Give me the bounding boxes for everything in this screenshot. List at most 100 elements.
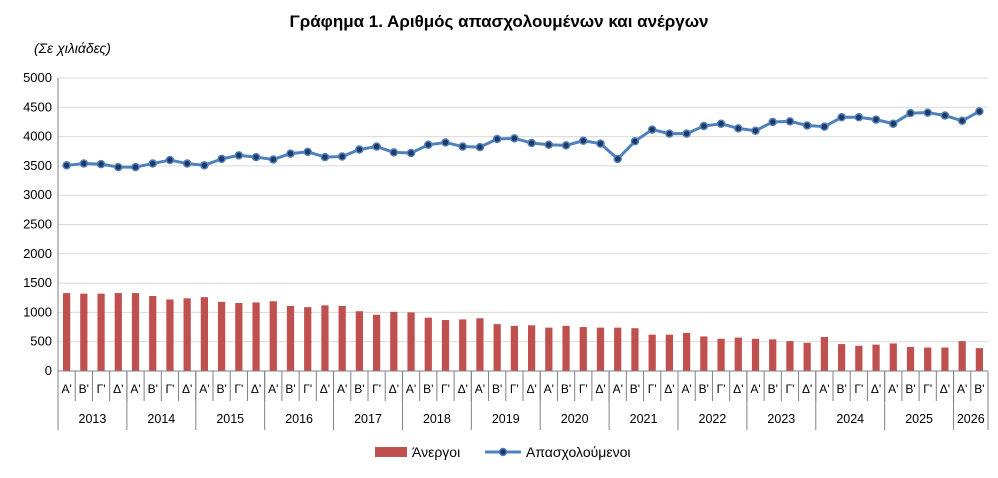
point-employed — [165, 155, 175, 165]
bar-unemployed — [631, 328, 639, 371]
quarter-tick-label: Α' — [199, 382, 209, 396]
point-employed — [596, 139, 605, 148]
point-employed — [889, 119, 898, 128]
year-tick-label: 2026 — [957, 412, 985, 426]
legend-swatch-employed-marker — [498, 447, 508, 457]
point-employed — [802, 121, 812, 130]
point-employed — [286, 149, 295, 158]
quarter-tick-label: Δ' — [182, 382, 192, 396]
point-employed — [854, 113, 864, 122]
point-employed — [751, 126, 760, 135]
bar-unemployed — [751, 338, 760, 371]
line-layer — [62, 107, 984, 172]
bar-unemployed — [786, 341, 794, 371]
bar-unemployed — [596, 327, 605, 371]
point-employed — [458, 142, 467, 151]
quarter-tick-label: Γ' — [510, 382, 519, 396]
axis-layer: 0 500 1000 1500 2000 2500 3000 3500 4000 4500 5000… — [23, 70, 989, 430]
quarter-tick-label: Γ' — [648, 382, 657, 396]
bars-layer — [62, 293, 984, 371]
point-employed — [975, 107, 984, 116]
bar-unemployed — [682, 332, 691, 371]
point-employed — [475, 142, 485, 152]
quarter-tick-label: Δ' — [871, 382, 881, 396]
bar-unemployed — [717, 338, 725, 371]
quarter-tick-label: Δ' — [113, 382, 123, 396]
point-employed — [923, 108, 932, 117]
quarter-tick-label: Β' — [768, 382, 778, 396]
quarter-tick-label: Β' — [974, 382, 984, 396]
point-employed — [768, 117, 777, 127]
bar-unemployed — [906, 346, 915, 371]
point-employed — [544, 140, 554, 150]
quarter-tick-label: Β' — [836, 382, 846, 396]
quarter-tick-label: Γ' — [165, 382, 174, 396]
legend-label-unemployed: Άνεργοι — [412, 444, 460, 460]
year-tick-label: 2023 — [767, 412, 795, 426]
quarter-tick-label: Γ' — [579, 382, 588, 396]
quarter-tick-label: Δ' — [251, 382, 261, 396]
year-tick-label: 2025 — [905, 412, 933, 426]
point-employed — [148, 159, 157, 168]
point-employed — [613, 154, 622, 164]
quarter-tick-label: Α' — [61, 382, 71, 396]
y-tick-label: 500 — [30, 334, 52, 349]
bar-unemployed — [269, 301, 277, 371]
point-employed — [303, 147, 312, 157]
bar-unemployed — [321, 305, 329, 371]
point-employed — [820, 122, 829, 131]
quarter-tick-label: Α' — [613, 382, 623, 396]
quarter-tick-label: Γ' — [785, 382, 794, 396]
quarter-tick-label: Γ' — [303, 382, 312, 396]
point-employed — [441, 138, 450, 147]
point-employed — [182, 159, 192, 168]
year-tick-label: 2014 — [147, 412, 175, 426]
quarter-tick-label: Β' — [354, 382, 364, 396]
quarter-tick-label: Α' — [957, 382, 967, 396]
point-employed — [424, 140, 433, 150]
quarter-tick-label: Β' — [905, 382, 915, 396]
point-employed — [131, 162, 140, 172]
bar-unemployed — [424, 317, 432, 371]
bar-unemployed — [700, 336, 708, 371]
quarter-tick-label: Α' — [750, 382, 760, 396]
quarter-tick-label: Β' — [492, 382, 502, 396]
point-employed — [785, 117, 795, 126]
quarter-tick-label: Α' — [475, 382, 485, 396]
y-tick-label: 3500 — [23, 158, 52, 173]
bar-unemployed — [235, 303, 243, 371]
bar-unemployed — [924, 347, 932, 371]
point-employed — [96, 159, 106, 169]
quarter-tick-label: Α' — [130, 382, 140, 396]
bar-unemployed — [665, 334, 674, 371]
bar-unemployed — [217, 301, 226, 371]
year-tick-label: 2020 — [561, 412, 589, 426]
point-employed — [579, 136, 588, 145]
point-employed — [389, 148, 399, 157]
bar-unemployed — [338, 305, 346, 371]
point-employed — [269, 155, 278, 164]
point-employed — [940, 111, 950, 120]
point-employed — [647, 125, 657, 134]
quarter-tick-label: Β' — [630, 382, 640, 396]
quarter-tick-label: Γ' — [923, 382, 932, 396]
point-employed — [355, 145, 364, 154]
point-employed — [114, 162, 123, 172]
quarter-tick-label: Δ' — [733, 382, 743, 396]
year-tick-label: 2017 — [354, 412, 382, 426]
quarter-tick-label: Δ' — [664, 382, 674, 396]
point-employed — [906, 108, 915, 118]
quarter-tick-label: Α' — [337, 382, 347, 396]
point-employed — [234, 151, 244, 160]
quarter-tick-label: Α' — [819, 382, 829, 396]
bar-unemployed — [975, 348, 984, 371]
bar-unemployed — [252, 302, 260, 371]
quarter-tick-label: Δ' — [940, 382, 950, 396]
bar-unemployed — [855, 345, 863, 371]
bar-unemployed — [889, 343, 897, 371]
quarter-tick-label: Δ' — [389, 382, 399, 396]
grid-layer — [58, 77, 988, 372]
point-employed — [682, 129, 691, 138]
bar-unemployed — [769, 339, 777, 371]
quarter-tick-label: Α' — [544, 382, 554, 396]
